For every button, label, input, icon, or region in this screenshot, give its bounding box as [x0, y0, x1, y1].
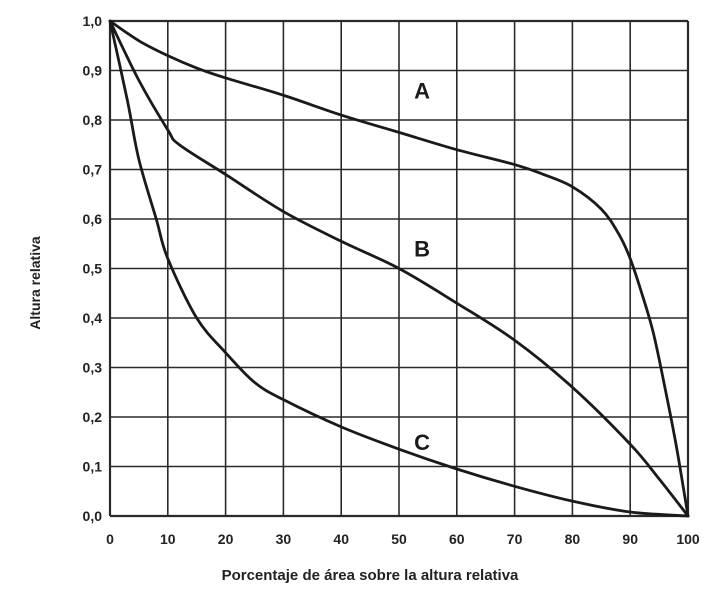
- x-tick-label: 90: [622, 531, 638, 547]
- x-tick-label: 30: [276, 531, 292, 547]
- series-line-c: [108, 19, 690, 518]
- y-axis-label: Altura relativa: [27, 236, 43, 330]
- x-tick-label: 50: [391, 531, 407, 547]
- grid: [108, 19, 690, 518]
- y-tick-label: 0,6: [83, 211, 103, 227]
- x-tick-label: 10: [160, 531, 176, 547]
- y-tick-label: 0,4: [83, 310, 103, 326]
- x-tick-label: 60: [449, 531, 465, 547]
- y-tick-label: 1,0: [83, 13, 103, 29]
- y-tick-label: 0,8: [83, 112, 103, 128]
- y-tick-label: 0,0: [83, 508, 103, 524]
- x-axis-label: Porcentaje de área sobre la altura relat…: [222, 567, 519, 584]
- y-tick-label: 0,1: [83, 459, 103, 475]
- y-tick-label: 0,7: [83, 162, 103, 178]
- curve-label-c: C: [414, 430, 430, 455]
- x-tick-label: 80: [565, 531, 581, 547]
- y-tick-label: 0,9: [83, 63, 103, 79]
- x-tick-label: 20: [218, 531, 234, 547]
- curve-annotations: A B C: [414, 78, 430, 454]
- curve-label-b: B: [414, 237, 430, 262]
- series-line-a: [108, 19, 690, 518]
- x-tick-labels: 0 10 20 30 40 50 60 70 80 90 100: [106, 531, 700, 547]
- x-tick-label: 0: [106, 531, 114, 547]
- y-tick-labels: 0,0 0,1 0,2 0,3 0,4 0,5 0,6 0,7 0,8 0,9 1,0: [83, 13, 103, 524]
- y-tick-label: 0,5: [83, 261, 103, 277]
- y-tick-label: 0,2: [83, 409, 103, 425]
- series-line-b: [108, 19, 690, 518]
- curve-label-a: A: [414, 78, 430, 103]
- x-tick-label: 100: [676, 531, 700, 547]
- x-tick-label: 70: [507, 531, 523, 547]
- y-tick-label: 0,3: [83, 360, 103, 376]
- x-tick-label: 40: [333, 531, 349, 547]
- series-lines: [108, 19, 690, 518]
